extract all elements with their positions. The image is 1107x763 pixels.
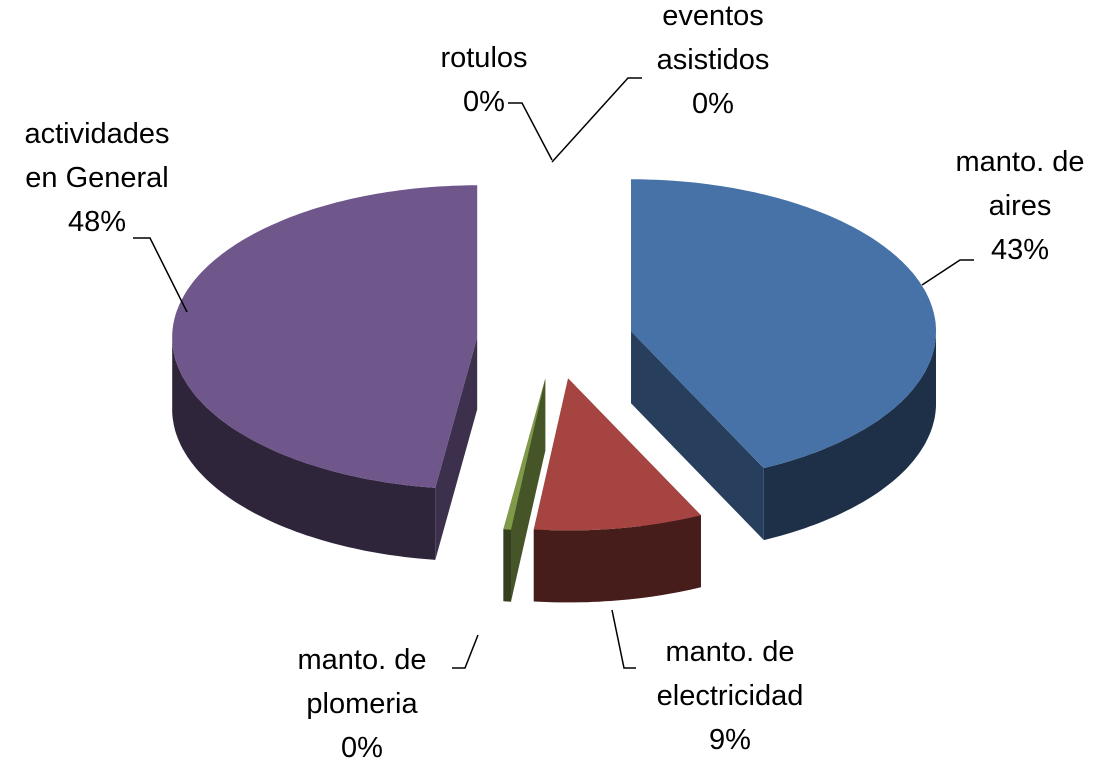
data-label: actividades en General 48%	[10, 112, 185, 244]
category-label: eventos asistidos	[656, 0, 770, 76]
category-label: actividades en General	[24, 118, 170, 194]
leader-line	[921, 259, 974, 286]
value-label: 43%	[990, 234, 1050, 266]
leader-line	[452, 634, 479, 669]
leader-line	[551, 77, 642, 163]
slice-side	[503, 529, 511, 602]
value-label: 48%	[67, 206, 127, 238]
leader-line	[508, 102, 553, 161]
slice-wall	[503, 378, 546, 602]
leader-line	[133, 237, 188, 313]
category-label: rotulos	[440, 42, 528, 74]
category-label: manto. de aires	[955, 146, 1085, 222]
value-label: 0%	[463, 86, 505, 118]
slice-top	[631, 179, 936, 469]
data-label: manto. de electricidad 9%	[635, 630, 825, 762]
slices	[172, 179, 936, 603]
leader-line	[611, 609, 636, 669]
value-label: 0%	[341, 732, 383, 763]
value-label: 9%	[709, 724, 751, 756]
slice-wall	[631, 331, 764, 541]
leader-lines	[133, 77, 974, 669]
slice-side	[533, 515, 701, 603]
data-label: manto. de aires 43%	[935, 140, 1105, 272]
slice-side	[763, 331, 936, 541]
value-label: 0%	[692, 88, 734, 120]
slice-top	[172, 185, 478, 488]
category-label: manto. de electricidad	[656, 636, 804, 712]
data-label: rotulos 0%	[404, 36, 564, 124]
data-label: manto. de plomeria 0%	[272, 638, 452, 763]
slice	[533, 378, 701, 603]
slice-top	[503, 378, 546, 530]
slice-wall	[435, 337, 478, 560]
slice	[631, 179, 936, 541]
slice-top	[533, 378, 701, 531]
category-label: manto. de plomeria	[297, 644, 427, 720]
slice	[503, 378, 546, 602]
slice-side	[172, 337, 436, 560]
data-label: eventos asistidos 0%	[623, 0, 803, 126]
slice	[172, 185, 478, 560]
